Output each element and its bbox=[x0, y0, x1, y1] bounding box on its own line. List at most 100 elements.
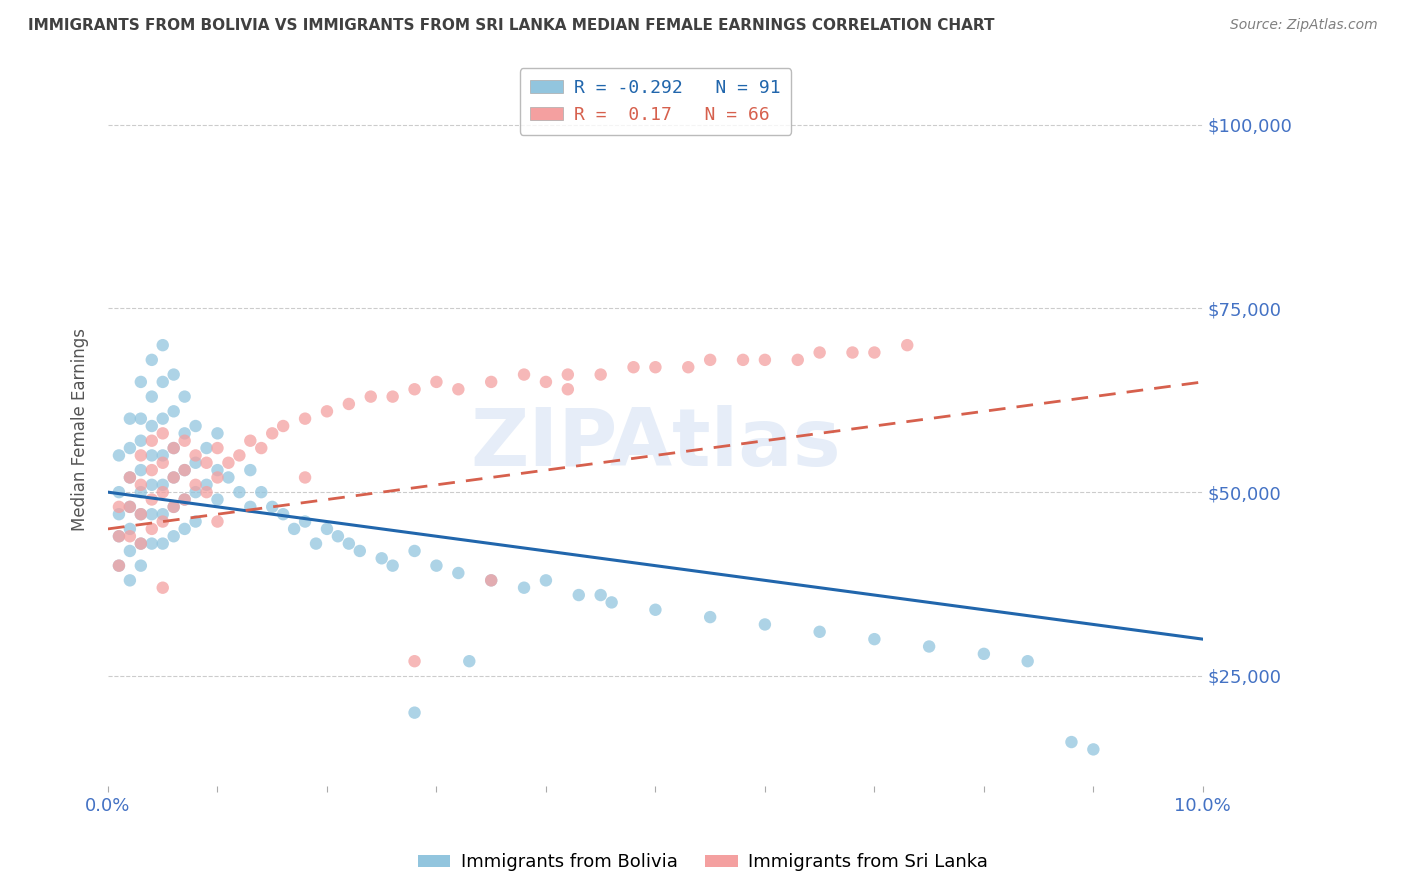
Point bbox=[141, 507, 163, 521]
Point bbox=[108, 485, 131, 500]
Point bbox=[173, 463, 195, 477]
Point bbox=[404, 706, 426, 720]
Point bbox=[228, 485, 250, 500]
Point bbox=[349, 544, 371, 558]
Point bbox=[557, 368, 579, 382]
Point bbox=[644, 360, 666, 375]
Point bbox=[108, 558, 131, 573]
Point bbox=[118, 529, 141, 543]
Point bbox=[163, 441, 186, 455]
Point bbox=[425, 375, 447, 389]
Point bbox=[863, 632, 886, 647]
Point bbox=[447, 566, 470, 580]
Point bbox=[589, 588, 612, 602]
Point bbox=[239, 500, 262, 514]
Text: Source: ZipAtlas.com: Source: ZipAtlas.com bbox=[1230, 18, 1378, 32]
Point bbox=[337, 536, 360, 550]
Point bbox=[129, 536, 152, 550]
Point bbox=[316, 404, 339, 418]
Point bbox=[152, 449, 174, 463]
Point bbox=[381, 558, 404, 573]
Point bbox=[207, 515, 229, 529]
Point bbox=[918, 640, 941, 654]
Point bbox=[568, 588, 591, 602]
Point bbox=[250, 441, 273, 455]
Text: IMMIGRANTS FROM BOLIVIA VS IMMIGRANTS FROM SRI LANKA MEDIAN FEMALE EARNINGS CORR: IMMIGRANTS FROM BOLIVIA VS IMMIGRANTS FR… bbox=[28, 18, 994, 33]
Point bbox=[129, 536, 152, 550]
Point bbox=[381, 390, 404, 404]
Point bbox=[447, 382, 470, 396]
Point bbox=[184, 478, 207, 492]
Point bbox=[326, 529, 349, 543]
Point bbox=[173, 426, 195, 441]
Point bbox=[239, 463, 262, 477]
Point bbox=[184, 449, 207, 463]
Point bbox=[118, 522, 141, 536]
Point bbox=[163, 500, 186, 514]
Point bbox=[404, 654, 426, 668]
Legend: R = -0.292   N = 91, R =  0.17   N = 66: R = -0.292 N = 91, R = 0.17 N = 66 bbox=[520, 68, 792, 135]
Point bbox=[207, 441, 229, 455]
Point bbox=[118, 500, 141, 514]
Point bbox=[294, 515, 316, 529]
Point bbox=[141, 419, 163, 434]
Point bbox=[129, 558, 152, 573]
Point bbox=[262, 426, 284, 441]
Point bbox=[129, 411, 152, 425]
Point bbox=[479, 375, 502, 389]
Point bbox=[1017, 654, 1039, 668]
Point bbox=[108, 449, 131, 463]
Point bbox=[360, 390, 382, 404]
Point bbox=[163, 529, 186, 543]
Point bbox=[152, 485, 174, 500]
Point bbox=[129, 478, 152, 492]
Point bbox=[250, 485, 273, 500]
Point bbox=[678, 360, 700, 375]
Point bbox=[118, 441, 141, 455]
Point bbox=[184, 419, 207, 434]
Point bbox=[129, 507, 152, 521]
Point bbox=[513, 368, 536, 382]
Y-axis label: Median Female Earnings: Median Female Earnings bbox=[72, 328, 89, 532]
Point bbox=[623, 360, 645, 375]
Point bbox=[118, 544, 141, 558]
Point bbox=[217, 470, 239, 484]
Point bbox=[863, 345, 886, 359]
Point bbox=[129, 449, 152, 463]
Point bbox=[534, 375, 557, 389]
Point bbox=[152, 338, 174, 352]
Point bbox=[173, 390, 195, 404]
Point bbox=[163, 470, 186, 484]
Point bbox=[129, 507, 152, 521]
Point bbox=[479, 574, 502, 588]
Point bbox=[118, 470, 141, 484]
Point bbox=[589, 368, 612, 382]
Point bbox=[152, 375, 174, 389]
Point bbox=[173, 492, 195, 507]
Point bbox=[152, 411, 174, 425]
Point bbox=[458, 654, 481, 668]
Point bbox=[108, 529, 131, 543]
Point bbox=[896, 338, 918, 352]
Point bbox=[152, 456, 174, 470]
Point bbox=[118, 470, 141, 484]
Legend: Immigrants from Bolivia, Immigrants from Sri Lanka: Immigrants from Bolivia, Immigrants from… bbox=[411, 847, 995, 879]
Point bbox=[754, 352, 776, 367]
Point bbox=[108, 500, 131, 514]
Point bbox=[118, 500, 141, 514]
Point bbox=[152, 507, 174, 521]
Point bbox=[316, 522, 339, 536]
Point bbox=[534, 574, 557, 588]
Point bbox=[195, 478, 218, 492]
Point bbox=[108, 558, 131, 573]
Point bbox=[337, 397, 360, 411]
Point bbox=[108, 507, 131, 521]
Point bbox=[239, 434, 262, 448]
Point bbox=[195, 456, 218, 470]
Point bbox=[152, 515, 174, 529]
Point bbox=[195, 441, 218, 455]
Point bbox=[217, 456, 239, 470]
Point bbox=[108, 529, 131, 543]
Point bbox=[370, 551, 392, 566]
Point bbox=[1083, 742, 1105, 756]
